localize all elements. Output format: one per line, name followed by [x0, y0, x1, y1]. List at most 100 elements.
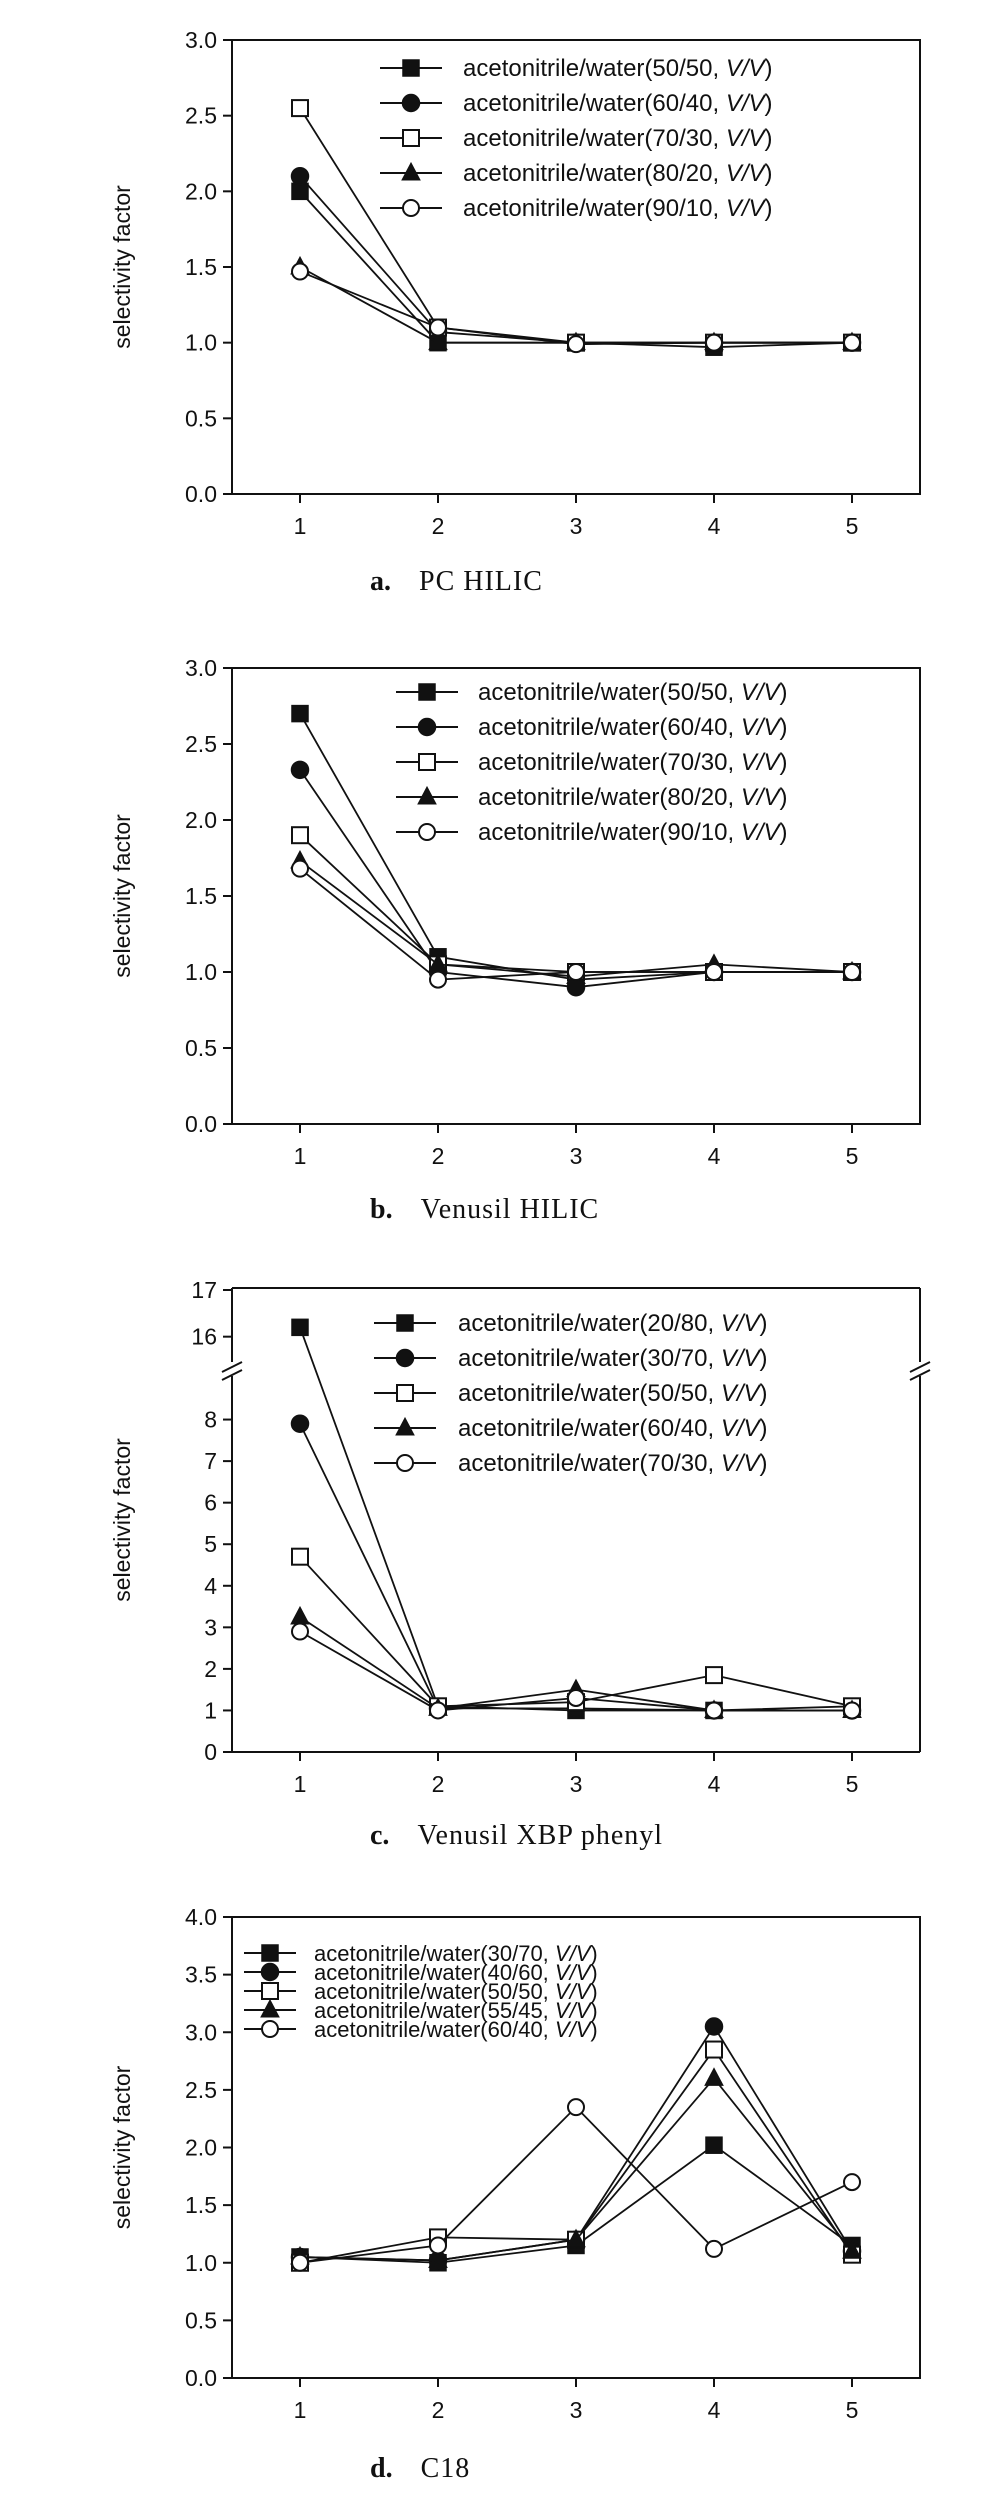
- legend-label: acetonitrile/water(60/40, V/V): [463, 90, 773, 117]
- data-point: [842, 2240, 862, 2259]
- series-line: [299, 2024, 853, 2262]
- legend-marker: [396, 1384, 414, 1402]
- data-point: [705, 963, 723, 981]
- panel-caption: c. Venusil XBP phenyl: [370, 1820, 663, 1851]
- data-point: [567, 963, 585, 981]
- data-point: [291, 182, 309, 201]
- panel-caption: a. PC HILIC: [370, 566, 543, 597]
- y-tick-label: 3.0: [185, 27, 217, 53]
- legend: acetonitrile/water(50/50, V/V) acetonitri…: [396, 679, 788, 846]
- series-5: [291, 859, 861, 989]
- y-axis-label: selectivity factor: [109, 2065, 135, 2229]
- data-point: [291, 99, 309, 118]
- data-point: [429, 970, 447, 989]
- legend-marker: [260, 1998, 280, 2018]
- y-tick-label: 1.0: [185, 2250, 217, 2276]
- series-5: [291, 1622, 861, 1720]
- y-tick-label: 0.5: [185, 2307, 217, 2333]
- x-tick-label: 3: [570, 2397, 583, 2423]
- data-point: [291, 2253, 309, 2272]
- data-point: [291, 1547, 309, 1566]
- legend-marker: [261, 1982, 279, 2000]
- x-tick-label: 2: [432, 513, 445, 539]
- legend-marker: [418, 823, 436, 841]
- y-tick-label: 0.5: [185, 1035, 217, 1061]
- data-point: [291, 859, 309, 878]
- y-tick-label: 2: [204, 1656, 217, 1682]
- panel-caption: d. C18: [370, 2453, 470, 2484]
- data-point: [705, 2040, 723, 2059]
- data-point: [291, 704, 309, 723]
- y-tick-label: 0: [204, 1739, 217, 1765]
- y-tick-label: 3.5: [185, 1962, 217, 1988]
- y-axis-label: selectivity factor: [109, 185, 135, 349]
- y-tick-label: 3.0: [185, 655, 217, 681]
- legend-label: acetonitrile/water(20/80, V/V): [458, 1310, 768, 1337]
- legend-marker: [418, 683, 436, 701]
- y-tick-label: 1.5: [185, 883, 217, 909]
- x-tick-label: 3: [570, 1143, 583, 1169]
- series-line: [299, 834, 852, 973]
- data-point: [705, 2136, 723, 2154]
- data-point: [428, 2249, 448, 2268]
- legend-label: acetonitrile/water(80/20, V/V): [463, 160, 773, 187]
- x-tick-label: 3: [570, 513, 583, 539]
- chart-panel-c: 0 1 2 3 4 5 6 7 8 16 17 1 2 3 4 5 selectivity factor acet…: [109, 1277, 931, 1851]
- legend-label: acetonitrile/water(30/70, V/V): [458, 1345, 768, 1372]
- data-point: [291, 1622, 309, 1641]
- legend-label: acetonitrile/water(55/45, V/V): [314, 1998, 598, 2023]
- axis-break-mark: [909, 1369, 931, 1381]
- legend-marker: [402, 129, 420, 147]
- data-point: [843, 2173, 861, 2192]
- data-point: [705, 333, 723, 352]
- data-point: [291, 826, 309, 845]
- data-point: [843, 963, 861, 981]
- series-1: [291, 2136, 861, 2272]
- y-tick-label: 2.5: [185, 103, 217, 129]
- legend-label: acetonitrile/water(50/50, V/V): [458, 1380, 768, 1407]
- data-point: [291, 262, 309, 281]
- legend-marker: [401, 161, 421, 181]
- y-tick-label: 2.5: [185, 731, 217, 757]
- data-point: [567, 2098, 585, 2117]
- x-tick-label: 4: [708, 513, 721, 539]
- legend-marker: [396, 1314, 414, 1332]
- x-tick-label: 4: [708, 1771, 721, 1797]
- x-tick-label: 1: [294, 2397, 307, 2423]
- x-tick-label: 5: [846, 2397, 859, 2423]
- x-tick-label: 5: [846, 1143, 859, 1169]
- legend-marker: [418, 753, 436, 771]
- legend-label: acetonitrile/water(70/30, V/V): [478, 749, 788, 776]
- axis-break-mark: [221, 1361, 243, 1373]
- legend-label: acetonitrile/water(70/30, V/V): [458, 1450, 768, 1477]
- data-point: [567, 335, 585, 354]
- legend-label: acetonitrile/water(70/30, V/V): [463, 125, 773, 152]
- x-tick-label: 1: [294, 513, 307, 539]
- y-tick-label: 3.0: [185, 2019, 217, 2045]
- y-tick-label: 1.0: [185, 330, 217, 356]
- data-point: [290, 166, 310, 186]
- y-tick-label: 5: [204, 1531, 217, 1557]
- data-point: [291, 1318, 309, 1337]
- legend-label: acetonitrile/water(60/40, V/V): [458, 1415, 768, 1442]
- y-tick-label: 1.0: [185, 959, 217, 985]
- y-tick-label: 2.0: [185, 2135, 217, 2161]
- chart-panel-b: 0.0 0.5 1.0 1.5 2.0 2.5 3.0 1 2 3 4 5 selectivity fa…: [109, 655, 921, 1225]
- legend-marker: [417, 785, 437, 805]
- legend-label: acetonitrile/water(60/40, V/V): [314, 2017, 598, 2042]
- series-5: [291, 2098, 861, 2272]
- data-point: [567, 1688, 585, 1707]
- data-point: [566, 2228, 586, 2248]
- x-tick-label: 5: [846, 1771, 859, 1797]
- y-tick-label: 0.5: [185, 405, 217, 431]
- y-tick-label: 1: [204, 1697, 217, 1723]
- data-point: [290, 1414, 310, 1433]
- y-tick-label: 0.0: [185, 481, 217, 507]
- y-tick-label: 7: [204, 1448, 217, 1474]
- data-point: [428, 331, 448, 351]
- data-point: [705, 2239, 723, 2258]
- data-point: [429, 2236, 447, 2255]
- y-tick-label: 1.5: [185, 254, 217, 280]
- data-point: [704, 2017, 724, 2036]
